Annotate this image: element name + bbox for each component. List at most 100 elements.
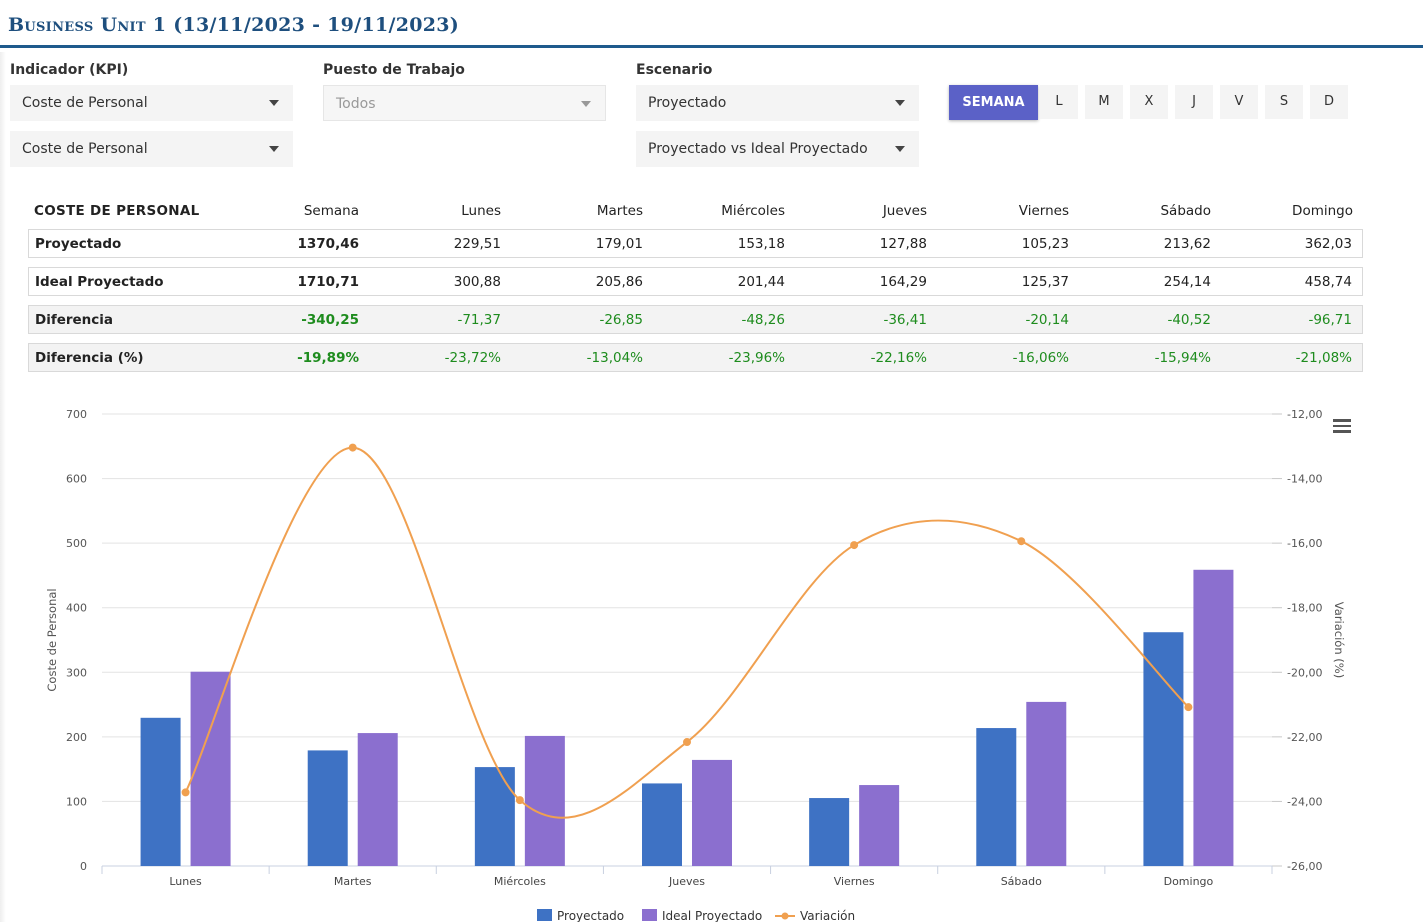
bar-proyectado [976,728,1017,866]
chevron-down-icon [269,100,279,106]
bar-proyectado [307,750,348,866]
day-button-v[interactable]: V [1220,85,1258,119]
row-label: Diferencia [28,305,228,334]
y2-tick-label: -20,00 [1287,666,1322,679]
table-cell: -26,85 [511,305,653,334]
table-header-row: COSTE DE PERSONAL Semana Lunes Martes Mi… [28,202,1363,220]
kpi-select[interactable]: Coste de Personal [10,85,293,121]
legend-marker-variacion [781,912,789,920]
comparison-select-value: Proyectado vs Ideal Proyectado [648,141,868,157]
table-cell: -22,16% [795,343,937,372]
table-row-diferencia-pct: Diferencia (%) -19,89% -23,72% -13,04% -… [28,343,1363,372]
y-tick-label: 600 [66,473,87,486]
x-tick-label: Domingo [1164,875,1214,888]
table-header: Sábado [1160,203,1211,219]
page-title: Business Unit 1 (13/11/2023 - 19/11/2023… [8,14,460,36]
table-header: Martes [596,203,643,219]
table-cell: -21,08% [1221,343,1363,372]
day-button-s[interactable]: S [1265,85,1303,119]
table-cell: -16,06% [937,343,1079,372]
chevron-down-icon [895,146,905,152]
kpi-table: COSTE DE PERSONAL Semana Lunes Martes Mi… [28,193,1363,381]
legend-swatch-proyectado [537,909,552,921]
table-cell: -23,96% [653,343,795,372]
week-button[interactable]: SEMANA [949,85,1038,120]
table-header: COSTE DE PERSONAL [34,203,200,219]
legend-label-proyectado: Proyectado [557,909,624,922]
table-cell: 300,88 [369,267,511,296]
table-cell: 164,29 [795,267,937,296]
bar-ideal-proyectado [1026,701,1067,866]
x-tick-label: Viernes [834,875,875,888]
kpi-select-secondary[interactable]: Coste de Personal [10,131,293,167]
table-header: Jueves [882,203,927,219]
kpi-select-value: Coste de Personal [22,95,148,111]
table-row-diferencia: Diferencia -340,25 -71,37 -26,85 -48,26 … [28,305,1363,334]
table-cell: 153,18 [653,229,795,258]
legend-swatch-ideal [642,909,657,921]
y-tick-label: 400 [66,602,87,615]
point-variacion [1184,703,1193,712]
table-cell: 213,62 [1079,229,1221,258]
bar-proyectado [140,717,181,866]
table-row-proyectado: Proyectado 1370,46 229,51 179,01 153,18 … [28,229,1363,258]
table-cell: -20,14 [937,305,1079,334]
day-button-x[interactable]: X [1130,85,1168,119]
x-tick-label: Jueves [668,875,705,888]
bar-ideal-proyectado [859,785,900,866]
y2-tick-label: -24,00 [1287,795,1322,808]
left-shade [0,52,6,922]
table-row-ideal: Ideal Proyectado 1710,71 300,88 205,86 2… [28,267,1363,296]
table-header: Lunes [461,203,501,219]
y2-axis-title: Variación (%) [1332,602,1346,678]
table-cell: -40,52 [1079,305,1221,334]
day-button-l[interactable]: L [1040,85,1078,119]
y2-tick-label: -14,00 [1287,473,1322,486]
table-header: Semana [303,203,359,219]
kpi-select-secondary-value: Coste de Personal [22,141,148,157]
table-cell: -19,89% [228,343,369,372]
y2-tick-label: -22,00 [1287,731,1322,744]
line-variacion [184,446,1190,819]
puesto-select-value: Todos [336,96,376,112]
y-tick-label: 300 [66,666,87,679]
y2-tick-label: -16,00 [1287,537,1322,550]
table-cell: 1710,71 [228,267,369,296]
table-cell: 127,88 [795,229,937,258]
table-cell: 179,01 [511,229,653,258]
y2-tick-label: -18,00 [1287,602,1322,615]
point-variacion [348,443,357,452]
kpi-label: Indicador (KPI) [10,62,129,78]
point-variacion [515,796,524,805]
escenario-select[interactable]: Proyectado [636,85,919,121]
row-label: Ideal Proyectado [28,267,228,296]
y-tick-label: 500 [66,537,87,550]
day-button-j[interactable]: J [1175,85,1213,119]
y2-tick-label: -26,00 [1287,860,1322,873]
day-button-d[interactable]: D [1310,85,1348,119]
table-header: Miércoles [721,203,785,219]
title-bar: Business Unit 1 (13/11/2023 - 19/11/2023… [0,0,1423,48]
table-cell: -23,72% [369,343,511,372]
table-cell: 205,86 [511,267,653,296]
table-cell: 458,74 [1221,267,1363,296]
bar-proyectado [642,783,682,866]
bar-ideal-proyectado [357,733,398,866]
table-cell: 105,23 [937,229,1079,258]
bar-ideal-proyectado [692,759,732,866]
day-button-m[interactable]: M [1085,85,1123,119]
x-tick-label: Lunes [169,875,202,888]
table-cell: -96,71 [1221,305,1363,334]
y-tick-label: 200 [66,731,87,744]
table-cell: -71,37 [369,305,511,334]
chart-menu-icon[interactable] [1333,419,1351,433]
chevron-down-icon [581,101,591,107]
legend-label-ideal: Ideal Proyectado [662,909,762,922]
combo-chart: 0 100 200 300 400 500 600 700 -26,00 -24,00 -22,00… [45,408,1346,922]
puesto-select[interactable]: Todos [323,85,606,121]
table-cell: -48,26 [653,305,795,334]
table-cell: 125,37 [937,267,1079,296]
y-axis-title: Coste de Personal [45,588,59,691]
comparison-select[interactable]: Proyectado vs Ideal Proyectado [636,131,919,167]
table-header: Domingo [1292,203,1353,219]
